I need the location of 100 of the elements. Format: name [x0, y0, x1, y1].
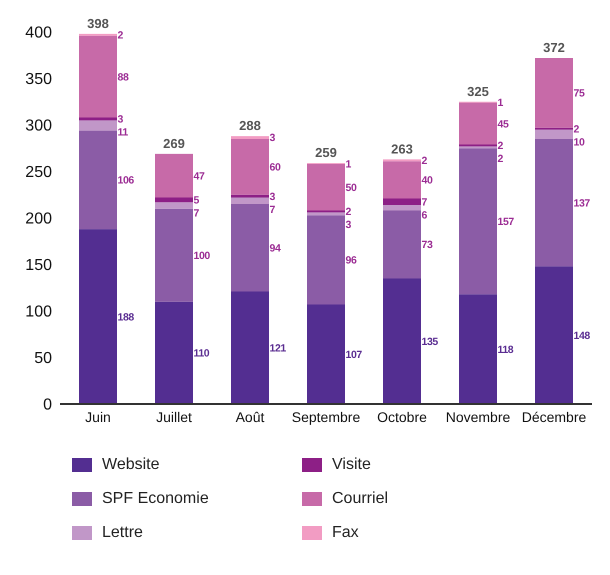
- bar: [383, 198, 421, 205]
- bar: [231, 198, 269, 204]
- bar: [307, 215, 345, 304]
- legend-label: Visite: [332, 456, 371, 474]
- bar: [383, 161, 421, 198]
- total-label: 263: [391, 141, 413, 156]
- data-label: 106: [118, 174, 134, 187]
- bar: [459, 148, 497, 294]
- x-tick-label: Novembre: [446, 408, 510, 425]
- data-label: 73: [422, 239, 433, 252]
- y-tick-label: 0: [43, 396, 52, 414]
- bar: [231, 194, 269, 198]
- y-tick-label: 300: [25, 118, 52, 135]
- data-label: 60: [270, 162, 281, 174]
- bar: [383, 204, 421, 211]
- data-label: 45: [498, 118, 509, 130]
- data-label: 47: [194, 170, 205, 182]
- bar: [79, 36, 117, 118]
- data-label: 88: [118, 71, 129, 84]
- y-tick-label: 250: [25, 164, 52, 182]
- data-label: 2: [422, 155, 428, 168]
- bar: [231, 291, 269, 404]
- bar: [79, 120, 117, 131]
- y-tick-label: 100: [25, 304, 52, 321]
- total-label: 325: [467, 84, 489, 99]
- total-label: 269: [163, 136, 185, 151]
- bar: [535, 266, 573, 404]
- data-label: 10: [574, 136, 585, 148]
- bar: [155, 302, 193, 404]
- data-label: 7: [422, 196, 428, 208]
- total-label: 398: [87, 16, 109, 31]
- data-label: 40: [422, 174, 433, 187]
- data-label: 50: [346, 182, 357, 194]
- bar: [383, 278, 421, 404]
- legend-label: Courriel: [332, 490, 388, 508]
- data-label: 6: [422, 209, 428, 222]
- bar: [307, 164, 345, 211]
- x-tick-label: Décembre: [522, 408, 586, 425]
- bar: [79, 130, 117, 230]
- data-label: 3: [270, 190, 276, 203]
- bar: [79, 118, 117, 120]
- total-label: 259: [315, 145, 337, 160]
- x-tick-label: Juillet: [156, 408, 192, 425]
- data-label: 11: [118, 126, 128, 139]
- legend-label: Website: [102, 456, 160, 474]
- bar: [459, 102, 497, 145]
- legend-label: Fax: [332, 524, 359, 542]
- data-label: 75: [574, 88, 585, 100]
- data-label: 2: [118, 29, 124, 42]
- data-label: 157: [498, 216, 514, 228]
- data-label: 94: [270, 242, 281, 254]
- data-label: 148: [574, 330, 590, 342]
- data-label: 100: [194, 250, 210, 262]
- bar: [155, 202, 193, 209]
- data-label: 188: [118, 311, 134, 324]
- data-label: 107: [346, 348, 362, 361]
- y-tick-label: 50: [34, 350, 52, 368]
- x-tick-label: Octobre: [377, 408, 428, 425]
- data-label: 3: [346, 219, 352, 232]
- data-label: 1: [498, 96, 504, 109]
- bar: [155, 198, 193, 202]
- bar: [79, 229, 117, 404]
- data-label: 3: [270, 132, 276, 144]
- data-label: 7: [194, 208, 200, 220]
- legend-label: SPF Economie: [102, 490, 209, 508]
- y-tick-label: 350: [25, 71, 52, 88]
- bar: [155, 208, 193, 302]
- bar: [535, 130, 573, 139]
- data-label: 2: [574, 123, 580, 136]
- legend-label: Lettre: [102, 524, 143, 542]
- bar: [307, 304, 345, 404]
- data-label: 118: [498, 344, 514, 356]
- data-label: 2: [346, 206, 352, 218]
- bar: [231, 136, 269, 139]
- data-label: 7: [270, 204, 276, 216]
- data-label: 96: [346, 254, 357, 267]
- total-label: 372: [543, 40, 565, 56]
- data-label: 3: [118, 114, 124, 126]
- data-label: 137: [574, 197, 590, 210]
- bar: [535, 138, 573, 266]
- bar: [231, 138, 269, 195]
- data-label: 121: [270, 342, 286, 354]
- x-tick-label: Juin: [85, 408, 111, 425]
- bar: [459, 294, 497, 404]
- data-label: 1: [346, 158, 352, 170]
- total-label: 288: [239, 118, 261, 134]
- bar: [535, 58, 573, 128]
- data-label: 2: [498, 140, 504, 152]
- y-tick-label: 400: [25, 24, 52, 42]
- data-label: 135: [422, 336, 438, 348]
- x-tick-label: Août: [236, 408, 265, 425]
- data-label: 2: [498, 153, 504, 166]
- bar: [307, 212, 345, 216]
- y-tick-label: 150: [25, 257, 52, 274]
- bar: [383, 210, 421, 278]
- bar: [231, 204, 269, 292]
- data-label: 5: [194, 194, 200, 207]
- bar: [155, 154, 193, 198]
- y-tick-label: 200: [25, 210, 52, 228]
- x-tick-label: Septembre: [292, 408, 360, 425]
